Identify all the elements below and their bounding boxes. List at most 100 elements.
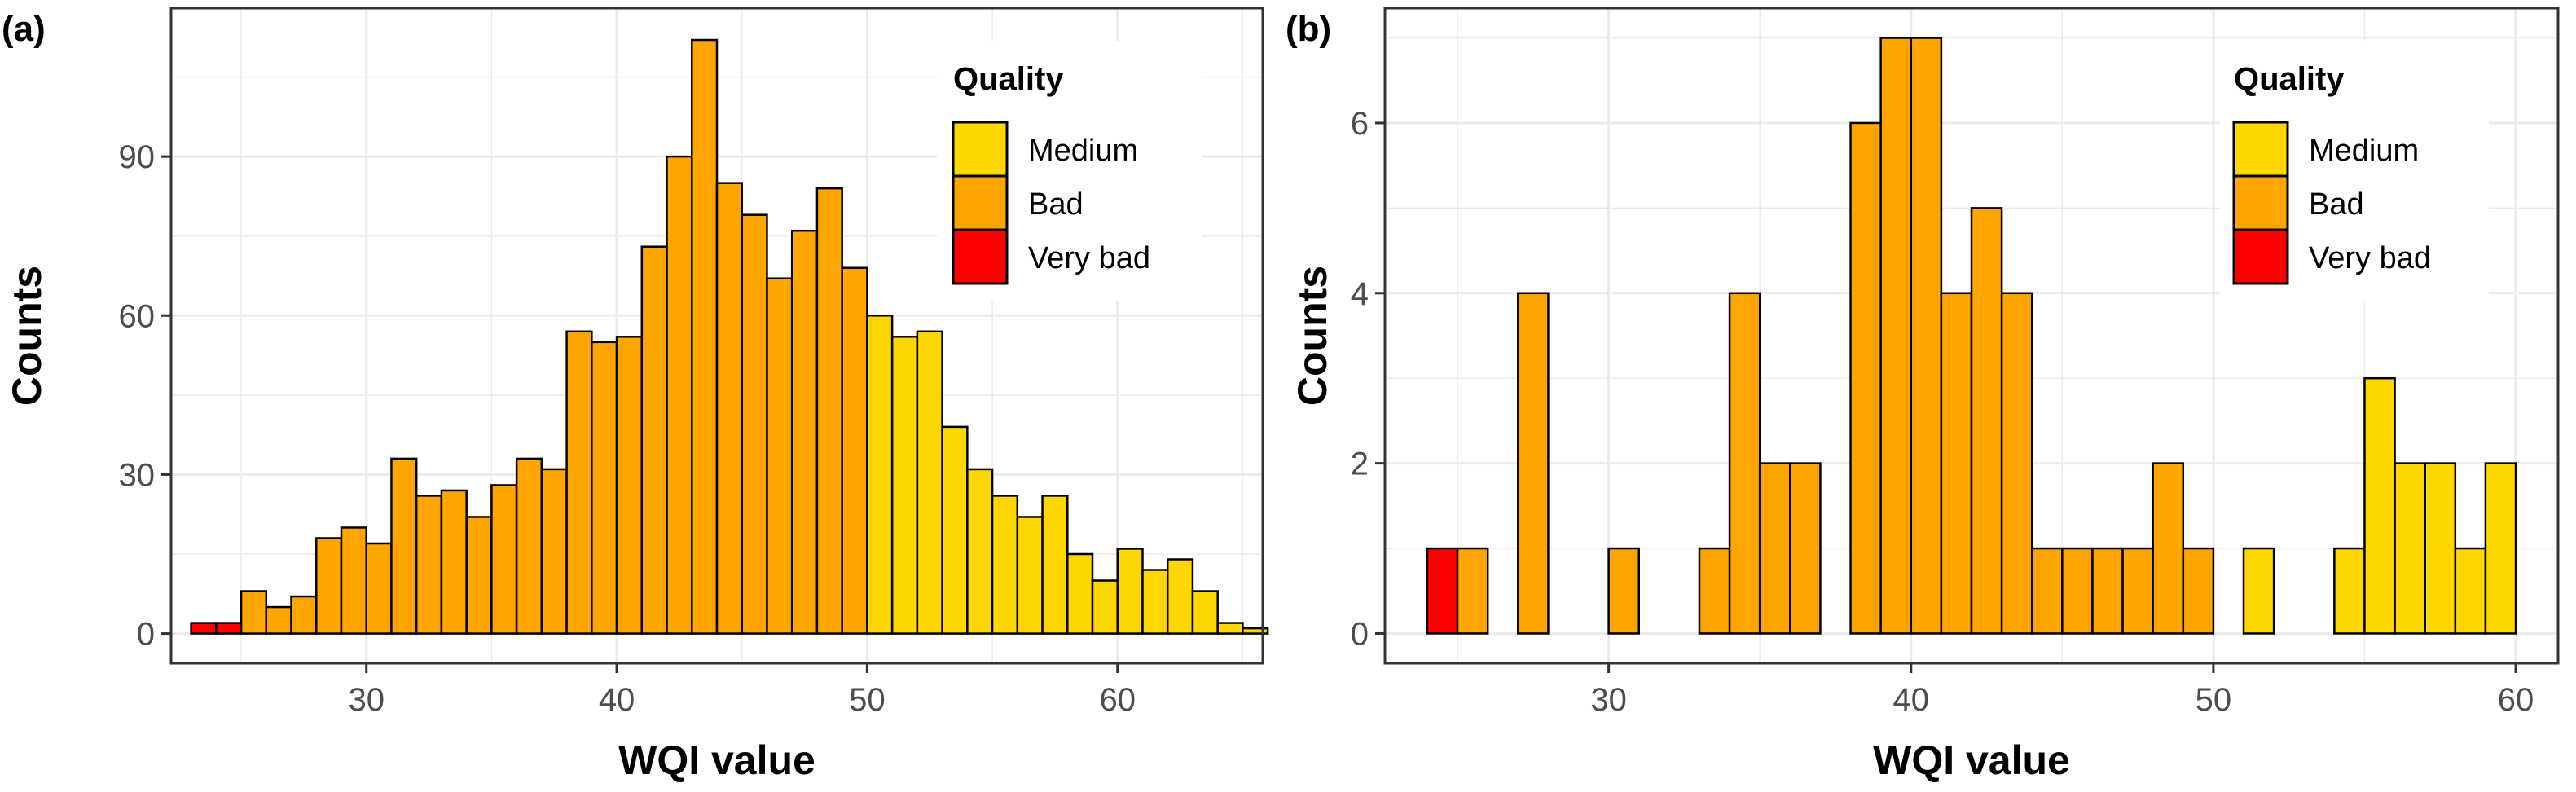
histogram-bar [2030,547,2064,635]
ticks-a: 30 40 50 60 0 30 60 90 [119,139,1136,718]
histogram-bar [415,495,443,635]
histogram-bar [1517,292,1550,635]
legend-key-very-bad-a [952,228,1009,285]
histogram-bar [2454,547,2487,635]
x-tick-label: 40 [1893,682,1930,718]
histogram-bar [515,457,543,635]
histogram-bar [340,526,367,635]
legend-label-medium-a: Medium [1028,134,1138,168]
histogram-bar [215,622,243,635]
y-tick-label: 30 [119,457,156,493]
histogram-bar [440,489,468,635]
legend-key-medium-a [952,121,1009,178]
histogram-bar [2091,547,2124,635]
panel-frame-a [169,7,1264,665]
y-tick-label: 0 [1351,616,1369,652]
histogram-bar [1091,579,1119,635]
legend-key-very-bad-b [2232,228,2289,285]
histogram-bar [1066,552,1094,635]
histogram-bar [240,590,268,635]
y-axis-title-a: Counts [4,266,50,406]
legend-label-very-bad-b: Very bad [2309,241,2431,275]
histogram-bar [1879,37,1913,635]
histogram-bar [1970,207,2003,635]
histogram-bar [2394,462,2426,635]
histogram-bar [715,182,743,635]
y-tick-label: 60 [119,298,156,334]
histogram-bar [2484,462,2517,635]
histogram-bar [1758,462,1791,635]
histogram-bar [1041,495,1069,635]
panel-label-b: (b) [1286,9,1331,49]
x-tick-label: 50 [849,682,886,718]
histogram-bar [2061,547,2094,635]
histogram-bar [766,277,793,635]
histogram-bar [841,266,868,635]
histogram-bar [265,605,292,635]
histogram-bar [815,187,843,635]
histogram-bar [916,330,943,635]
histogram-bar [2333,547,2366,635]
histogram-bar [2424,462,2457,635]
y-tick-label: 6 [1351,106,1369,142]
legend-key-bad-b [2232,174,2289,231]
histogram-bar [2363,376,2396,635]
histogram-bar [1728,292,1761,635]
histogram-bar [941,425,969,635]
x-axis-title-a: WQI value [618,737,815,783]
histogram-bar [315,537,343,635]
bars-b [1426,37,2517,635]
histogram-bar [1698,547,1731,635]
panel-b: (b) 30 40 50 60 0 2 4 6 WQI value Counts Qualit… [1286,7,2560,783]
histogram-bar [290,595,318,635]
histogram-bar [1910,37,1943,635]
histogram-bar [1607,547,1641,635]
histogram-bar [1166,558,1194,635]
histogram-bar [490,484,518,635]
histogram-bar [1849,121,1882,635]
x-tick-label: 30 [1590,682,1627,718]
y-tick-label: 90 [119,139,156,175]
legend-a: Quality Medium Bad Very bad [937,41,1202,301]
legend-label-very-bad-a: Very bad [1028,241,1150,275]
histogram-bar [390,457,418,635]
y-tick-label: 0 [137,617,155,653]
ticks-b: 30 40 50 60 0 2 4 6 [1351,106,2534,718]
histogram-bar [2000,292,2033,635]
legend-label-bad-a: Bad [1028,187,1084,222]
histogram-bar [2242,547,2275,635]
legend-b: Quality Medium Bad Very bad [2220,41,2489,301]
legend-title-a: Quality [953,61,1064,97]
histogram-bar [790,229,819,635]
histogram-bar [565,330,593,635]
histogram-bar [1789,462,1822,635]
histogram-bar [991,495,1019,635]
panel-frame-b [1383,7,2560,665]
panel-label-a: (a) [2,9,46,49]
histogram-bar [540,468,568,635]
y-tick-label: 4 [1351,276,1369,312]
histogram-bar [1191,590,1219,635]
legend-key-medium-b [2232,121,2289,178]
legend-key-bad-a [952,174,1009,231]
x-tick-label: 60 [1099,682,1136,718]
histogram-bar [2152,462,2185,635]
histogram-bar [1426,547,1459,635]
panel-a: (a) 30 40 50 60 0 30 60 90 WQI value Counts Qua… [2,7,1269,783]
x-axis-title-b: WQI value [1873,737,2070,783]
histogram-bar [966,468,994,635]
histogram-bar [640,245,668,635]
x-tick-label: 50 [2196,682,2232,718]
histogram-bar [190,622,218,635]
legend-title-b: Quality [2234,61,2345,97]
histogram-bar [2121,547,2154,635]
histogram-bar [1216,622,1244,635]
histogram-bar [890,336,919,635]
histogram-bar [691,38,719,635]
histogram-bar [1940,292,1973,635]
histogram-bar [741,213,768,635]
bars-a [190,38,1269,635]
histogram-bar [2182,547,2215,635]
histogram-bar [591,341,618,635]
